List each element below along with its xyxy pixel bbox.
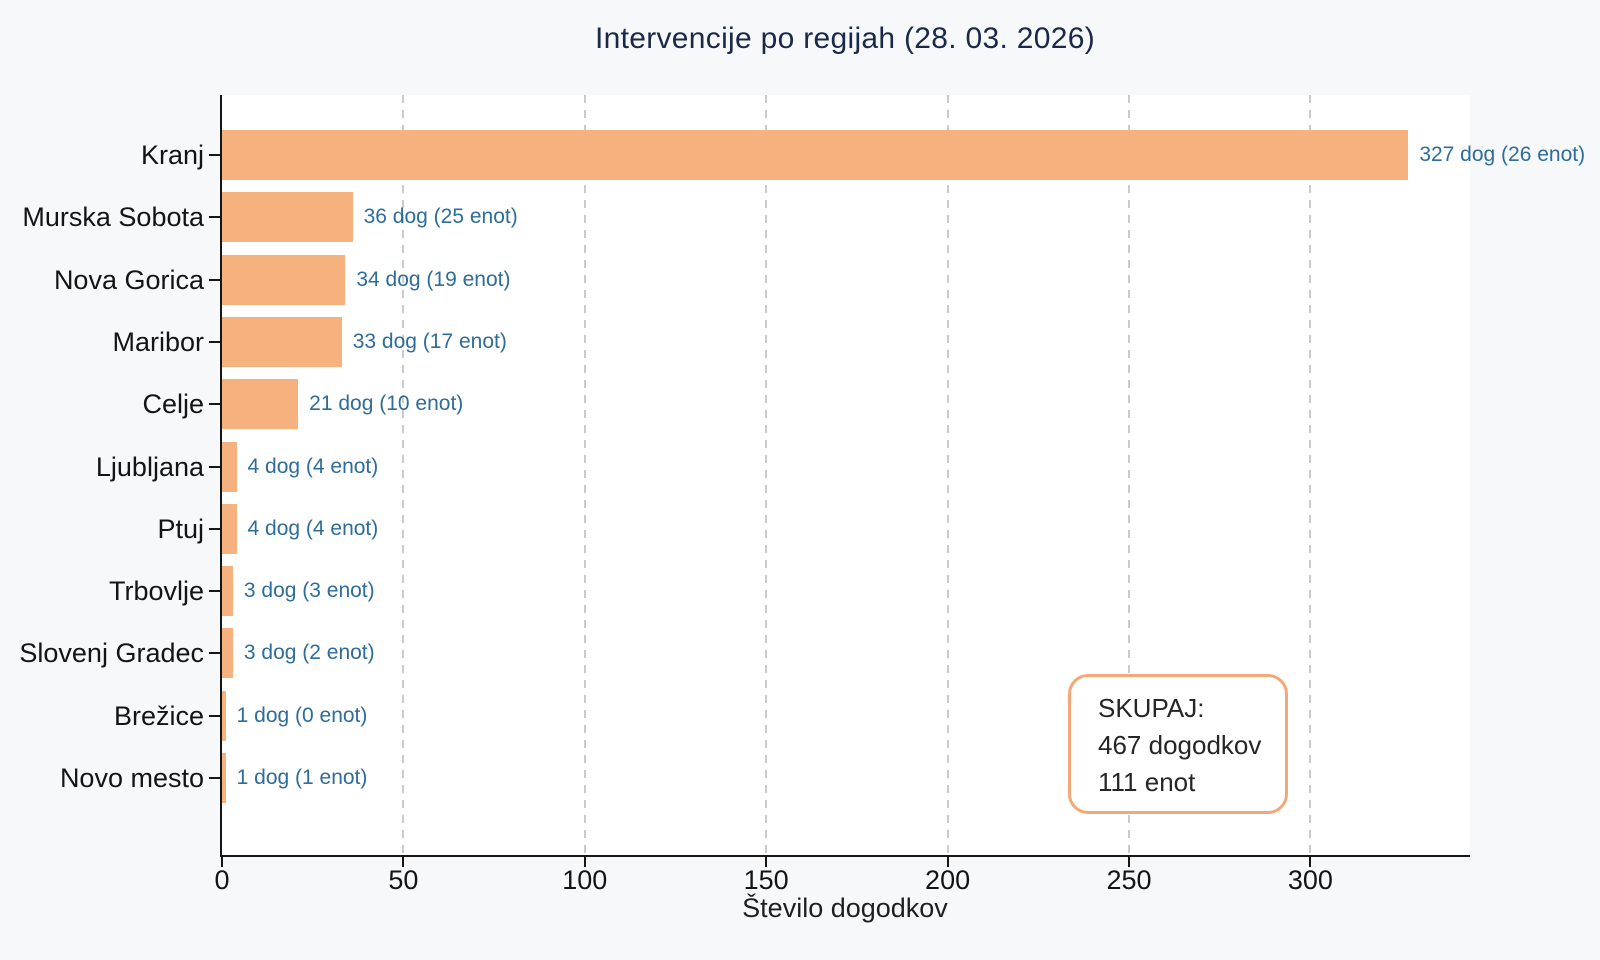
y-tick-mark	[209, 278, 220, 281]
x-tick-mark	[402, 857, 405, 867]
y-tick-mark	[209, 340, 220, 343]
y-tick-mark	[209, 216, 220, 219]
y-tick-mark	[209, 527, 220, 530]
total-units-text: 111 enot	[1098, 767, 1196, 797]
y-tick-mark	[209, 590, 220, 593]
bar	[222, 130, 1409, 180]
x-tick-mark	[221, 857, 223, 867]
y-axis-label: Brežice	[113, 700, 204, 731]
bar	[222, 441, 237, 492]
gridline-300	[1309, 95, 1312, 855]
bar	[222, 379, 299, 430]
y-tick-mark	[209, 714, 220, 717]
y-tick-mark	[209, 652, 220, 655]
y-axis-label: Murska Sobota	[22, 202, 204, 233]
bar-value-label: 3 dog (2 enot)	[243, 641, 375, 665]
plot-area: SKUPAJ: 467 dogodkov 111 enot Kranj 327 d…	[19, 95, 1585, 895]
bar-value-label: 327 dog (26 enot)	[1419, 143, 1586, 166]
x-tick-label: 200	[925, 865, 971, 895]
y-tick-mark	[209, 777, 220, 779]
bar	[222, 566, 233, 617]
bar-value-label: 1 dog (1 enot)	[236, 766, 368, 789]
gridline-50	[402, 95, 405, 855]
bar	[222, 316, 342, 367]
bar-value-label: 36 dog (25 enot)	[363, 205, 518, 229]
bar-value-label: 21 dog (10 enot)	[309, 392, 464, 416]
x-tick-label: 0	[214, 865, 230, 895]
gridline-250	[1127, 95, 1130, 855]
y-axis-label: Maribor	[112, 326, 204, 357]
gridline-200	[946, 95, 949, 855]
bar-value-label: 34 dog (19 enot)	[356, 267, 511, 291]
y-axis-label: Slovenj Gradec	[19, 638, 204, 669]
gridline-150	[765, 95, 768, 855]
bar	[222, 628, 233, 679]
x-tick-label: 100	[562, 865, 608, 895]
x-tick-label: 300	[1287, 865, 1333, 895]
gridline-100	[583, 95, 586, 855]
bar	[222, 753, 226, 803]
y-axis-label: Celje	[142, 389, 204, 420]
total-events-text: 467 dogodkov	[1098, 730, 1262, 760]
x-tick-mark	[583, 857, 586, 867]
bar	[222, 690, 226, 741]
x-tick-mark	[1309, 857, 1312, 867]
total-annotation-heading: SKUPAJ:	[1098, 693, 1205, 723]
x-tick-label: 250	[1106, 865, 1152, 895]
bar-value-label: 4 dog (4 enot)	[247, 454, 379, 478]
bar-value-label: 1 dog (0 enot)	[236, 703, 368, 727]
x-tick-label: 150	[743, 865, 789, 895]
y-axis-label: Kranj	[140, 140, 204, 170]
bar-value-label: 3 dog (3 enot)	[243, 579, 375, 603]
y-tick-mark	[209, 403, 220, 406]
total-annotation-box: SKUPAJ: 467 dogodkov 111 enot	[1068, 674, 1288, 814]
bar	[222, 192, 353, 243]
x-axis-label: Število dogodkov	[742, 893, 948, 923]
bar-value-label: 4 dog (4 enot)	[247, 516, 379, 540]
y-axis-label: Nova Gorica	[53, 264, 204, 295]
bar-value-label: 33 dog (17 enot)	[352, 329, 507, 353]
chart-title: Intervencije po regijah (28. 03. 2026)	[594, 22, 1096, 55]
y-axis-label: Ljubljana	[95, 451, 204, 482]
bar	[222, 254, 346, 305]
y-axis-label: Novo mesto	[59, 763, 204, 793]
y-axis-label: Trbovlje	[108, 576, 204, 607]
x-tick-label: 50	[388, 865, 419, 895]
x-tick-mark	[765, 857, 768, 867]
y-tick-mark	[209, 154, 220, 156]
x-tick-mark	[1127, 857, 1130, 867]
x-tick-mark	[946, 857, 949, 867]
bar	[222, 503, 237, 554]
y-axis-label: Ptuj	[157, 513, 204, 544]
y-tick-mark	[209, 465, 220, 468]
